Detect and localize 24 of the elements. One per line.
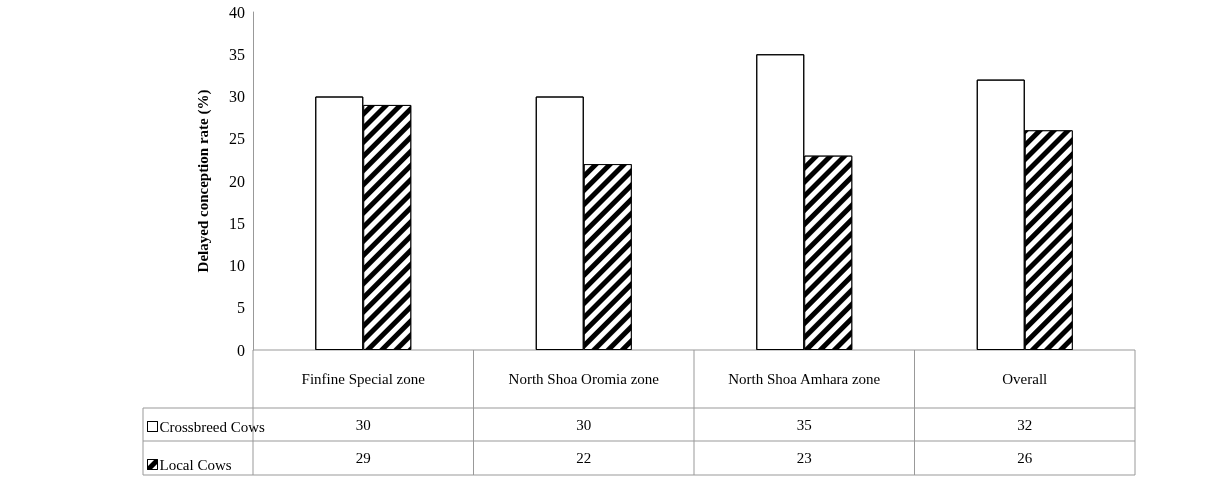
- x-tick-label: Overall: [1002, 371, 1048, 387]
- data-label: 32: [1017, 416, 1033, 433]
- data-label: 30: [576, 416, 592, 433]
- data-label: 26: [1017, 450, 1033, 466]
- legend-label: Local Cows: [159, 456, 232, 473]
- data-label: 22: [576, 450, 592, 466]
- y-tick-label: 35: [229, 45, 245, 63]
- data-label: 29: [355, 450, 371, 466]
- x-tick-label: North Shoa Amhara zone: [728, 371, 881, 387]
- legend-label: Crossbreed Cows: [159, 418, 266, 435]
- y-tick-label: 20: [229, 172, 245, 190]
- y-tick-label: 10: [229, 257, 245, 274]
- y-tick-label: 40: [229, 3, 245, 21]
- y-tick-label: 30: [229, 88, 245, 105]
- y-tick-label: 25: [229, 130, 245, 148]
- y-axis-title: Delayed conception rate (%): [194, 89, 212, 273]
- y-tick-label: 0: [237, 341, 245, 359]
- data-label: 23: [796, 450, 812, 466]
- x-tick-label: Finfine Special zone: [301, 371, 426, 387]
- y-tick-label: 5: [237, 299, 245, 317]
- y-tick-label: 15: [229, 214, 245, 232]
- data-label: 30: [355, 416, 371, 433]
- x-tick-label: North Shoa Oromia zone: [508, 371, 660, 387]
- data-label: 35: [796, 416, 812, 433]
